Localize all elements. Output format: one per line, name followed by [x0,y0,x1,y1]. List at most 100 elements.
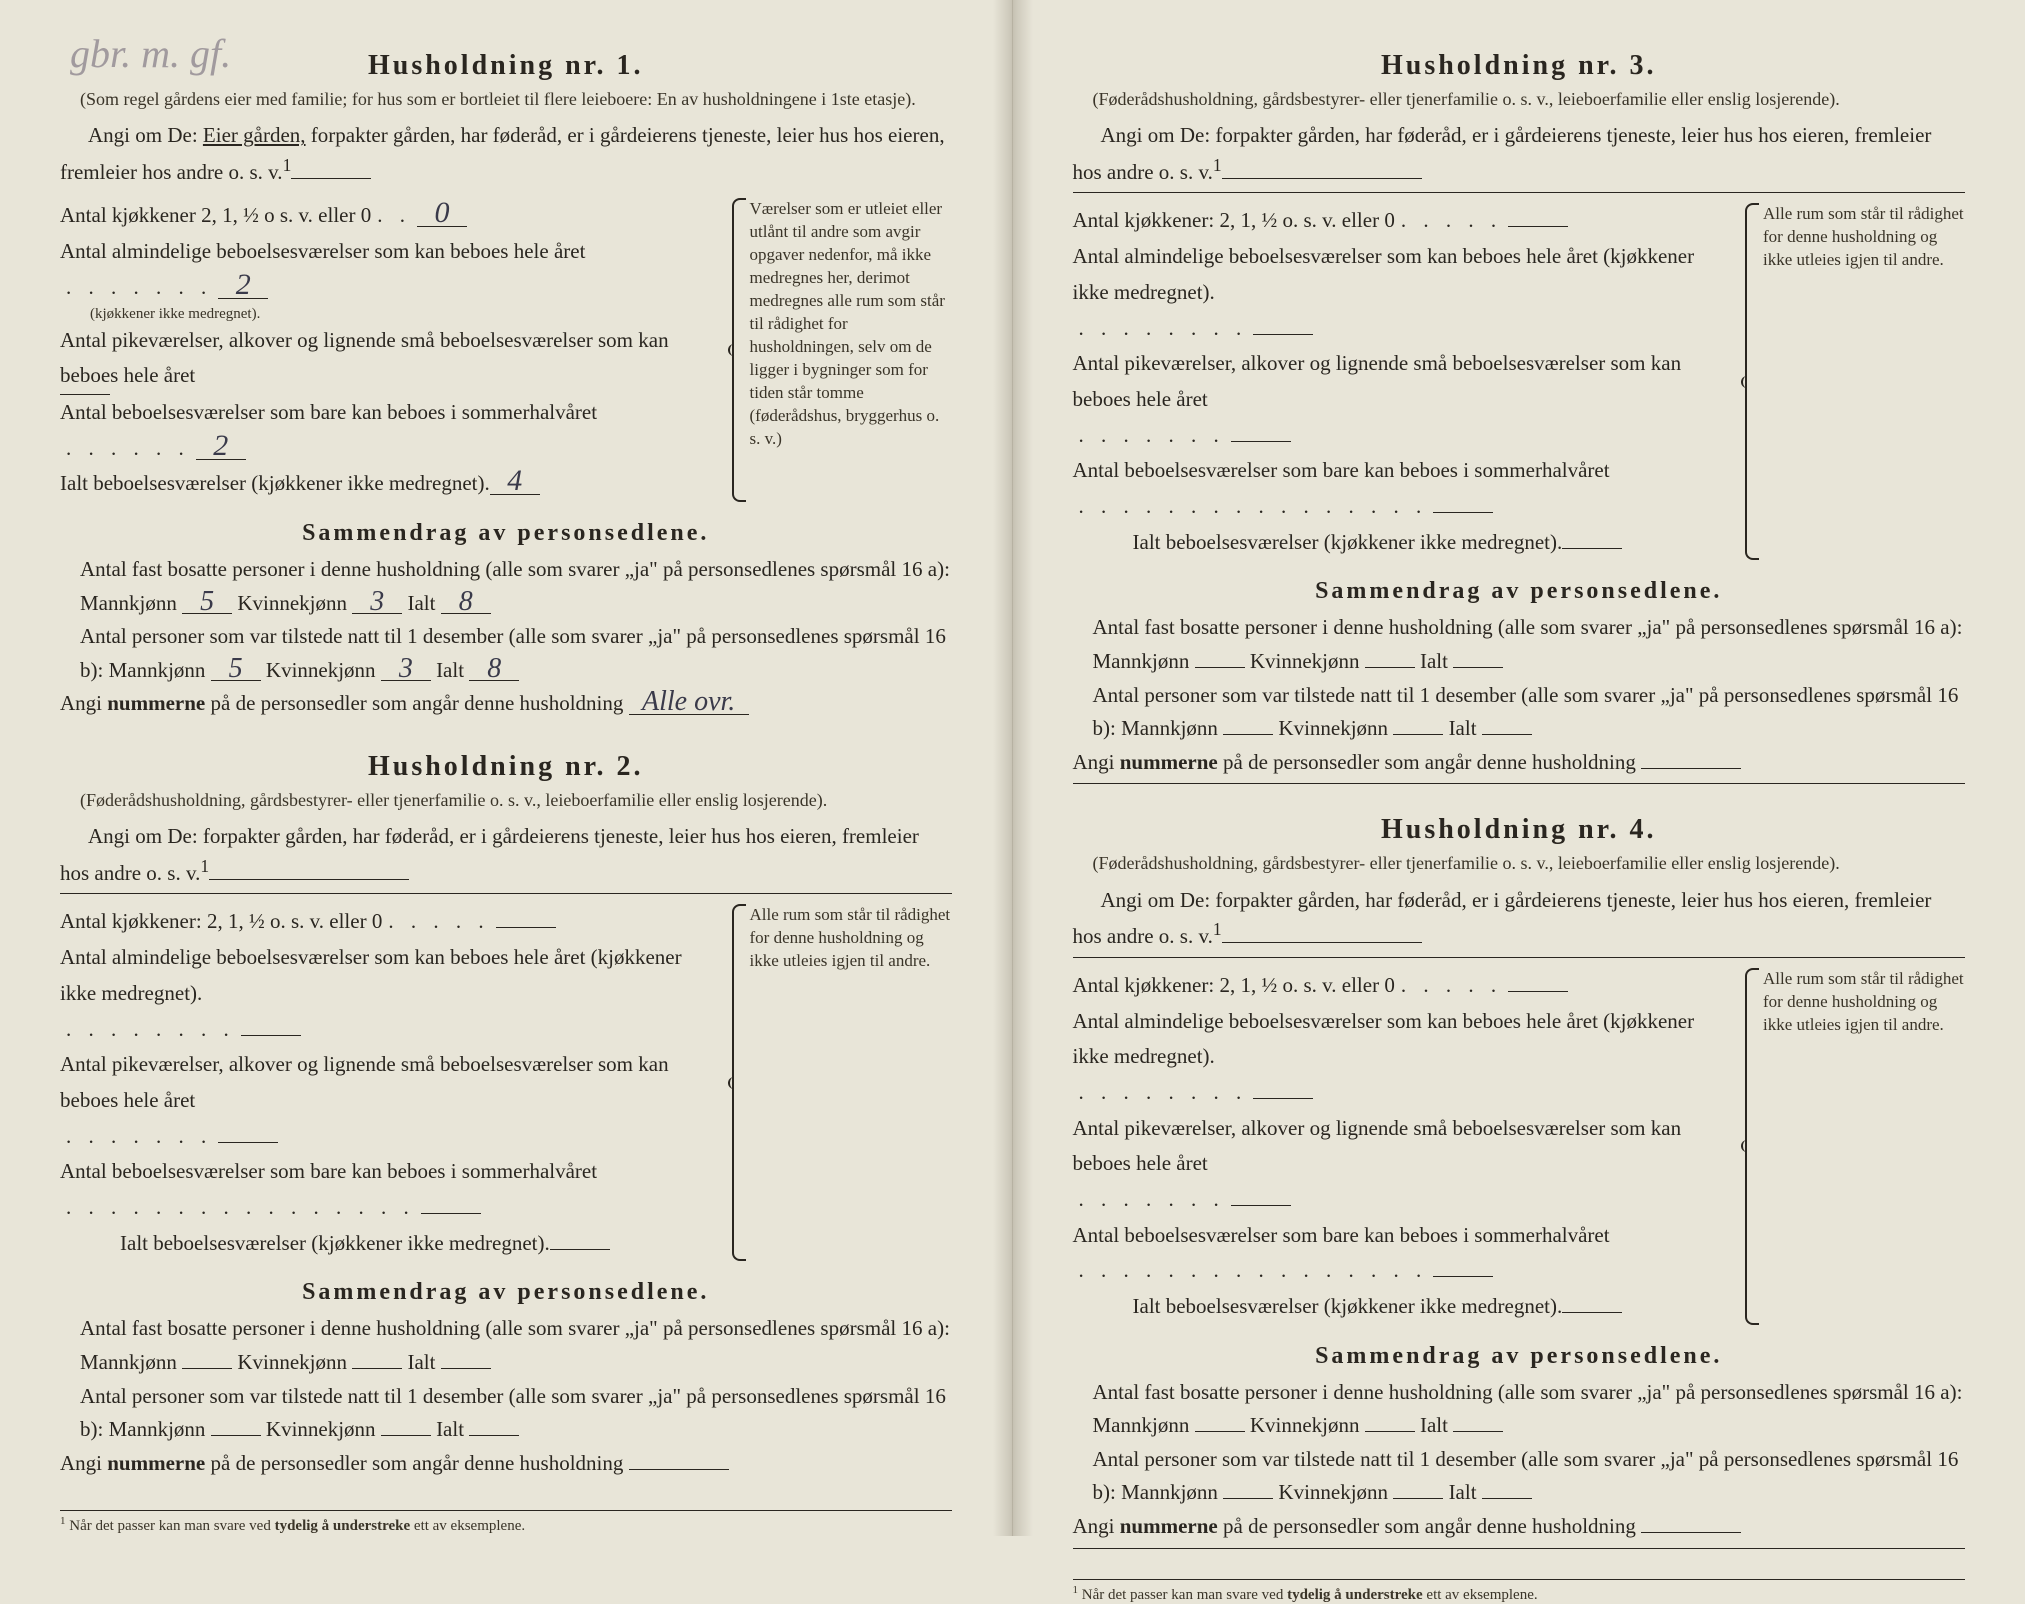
household-2-subtitle: (Føderådshusholdning, gårdsbestyrer- ell… [60,789,952,812]
b-female[interactable]: 3 [381,658,431,681]
blank[interactable] [1223,734,1273,735]
maid-line: Antal pikeværelser, alkover og lignende … [60,323,722,395]
total-line: Ialt beboelsesværelser (kjøkkener ikke m… [60,1226,722,1262]
dots: . . . . . [1395,203,1508,239]
ordinary-line: Antal almindelige beboelsesværelser som … [60,940,722,1047]
blank[interactable] [352,1368,402,1369]
blank[interactable] [241,1035,301,1036]
kitchens-value[interactable]: 0 [417,199,467,227]
blank[interactable] [550,1249,610,1250]
k-label: Kvinnekjønn [1278,1480,1388,1504]
blank[interactable] [1253,334,1313,335]
label: Antal kjøkkener: 2, 1, ½ o. s. v. eller … [1073,203,1395,239]
ordinary-label: Antal almindelige beboelsesværelser som … [60,234,585,270]
maid-line: Antal pikeværelser, alkover og lignende … [1073,346,1736,453]
dots: . . . . . . . . . . . . . . . . [1073,1253,1434,1289]
kitchens-line: Antal kjøkkener: 2, 1, ½ o. s. v. eller … [1073,203,1736,239]
blank[interactable] [1223,1498,1273,1499]
blank[interactable] [1365,667,1415,668]
rooms-left: Antal kjøkkener: 2, 1, ½ o. s. v. eller … [1073,203,1736,560]
summary-a-text: Antal fast bosatte personer i denne hush… [1093,615,1963,673]
separator [1073,192,1966,193]
blank[interactable] [496,927,556,928]
blank[interactable] [1433,1276,1493,1277]
blank[interactable] [1253,1098,1313,1099]
angi-line [291,178,371,179]
side-note-4: Alle rum som står til rådighet for denne… [1745,968,1965,1325]
a-total[interactable]: 8 [441,591,491,614]
k-label: Kvinnekjønn [1250,1413,1360,1437]
total-line: Ialt beboelsesværelser (kjøkkener ikke m… [1073,525,1736,561]
blank[interactable] [1641,768,1741,769]
dots: . . . . . . . [60,1119,218,1155]
blank[interactable] [441,1368,491,1369]
total-line: Ialt beboelsesværelser (kjøkkener ikke m… [1073,1289,1736,1325]
total-line: Ialt beboelsesværelser (kjøkkener ikke m… [60,466,722,502]
angi-num-1: Angi nummerne på de personsedler som ang… [60,687,952,721]
blank[interactable] [1508,991,1568,992]
blank[interactable] [1482,734,1532,735]
k-label: Kvinnekjønn [237,591,347,615]
angi-num-value[interactable]: Alle ovr. [629,691,749,714]
household-3-rooms: Antal kjøkkener: 2, 1, ½ o. s. v. eller … [1073,203,1966,560]
blank[interactable] [1453,1431,1503,1432]
b-total[interactable]: 8 [469,658,519,681]
blank[interactable] [211,1435,261,1436]
blank[interactable] [1393,734,1443,735]
blank[interactable] [1231,1205,1291,1206]
a-male[interactable]: 5 [182,591,232,614]
blank[interactable] [629,1469,729,1470]
household-3-title: Husholdning nr. 3. [1073,50,1966,82]
blank[interactable] [182,1368,232,1369]
blank[interactable] [218,1142,278,1143]
b-male[interactable]: 5 [211,658,261,681]
blank[interactable] [1562,548,1622,549]
label: Ialt beboelsesværelser (kjøkkener ikke m… [1133,1289,1563,1325]
summary-1a: Antal fast bosatte personer i denne hush… [60,553,952,620]
t-label: Ialt [1449,716,1477,740]
footnote-marker: 1 [1073,1584,1079,1596]
blank[interactable] [1231,441,1291,442]
blank[interactable] [469,1435,519,1436]
summer-line: Antal beboelsesværelser som bare kan beb… [1073,1218,1736,1289]
dots: . . . . . . . . [60,1012,241,1048]
angi-line [1222,178,1422,179]
household-2-rooms: Antal kjøkkener: 2, 1, ½ o. s. v. eller … [60,904,952,1261]
blank[interactable] [421,1213,481,1214]
label: Antal beboelsesværelser som bare kan beb… [1073,1218,1610,1254]
blank[interactable] [1562,1312,1622,1313]
side-note-3: Alle rum som står til rådighet for denne… [1745,203,1965,560]
k-label: Kvinnekjønn [1278,716,1388,740]
footnote-text: Når det passer kan man svare ved tydelig… [1082,1587,1538,1603]
blank[interactable] [381,1435,431,1436]
blank[interactable] [1195,667,1245,668]
rooms-left: Antal kjøkkener: 2, 1, ½ o. s. v. eller … [60,904,722,1261]
summary-title-3: Sammendrag av personsedlene. [1073,578,1966,605]
blank[interactable] [1508,226,1568,227]
blank[interactable] [1393,1498,1443,1499]
household-2: Husholdning nr. 2. (Føderådshusholdning,… [60,751,952,1480]
label: Antal almindelige beboelsesværelser som … [1073,1004,1736,1075]
dots: . . . . . . . . . . . . . . . . [1073,489,1434,525]
blank[interactable] [1195,1431,1245,1432]
label: Antal kjøkkener: 2, 1, ½ o. s. v. eller … [60,904,382,940]
separator [1073,1548,1966,1549]
footnote-text: Når det passer kan man svare ved tydelig… [69,1518,525,1534]
total-value[interactable]: 4 [490,467,540,495]
summer-value[interactable]: 2 [196,432,246,460]
k-label: Kvinnekjønn [1250,649,1360,673]
household-2-angi: Angi om De: forpakter gården, har føderå… [60,820,952,889]
blank[interactable] [1482,1498,1532,1499]
household-1-subtitle: (Som regel gårdens eier med familie; for… [60,88,952,111]
a-female[interactable]: 3 [352,591,402,614]
ordinary-value[interactable]: 2 [218,271,268,299]
k-label: Kvinnekjønn [237,1350,347,1374]
blank[interactable] [1641,1532,1741,1533]
household-1-rooms: Antal kjøkkener 2, 1, ½ o s. v. eller 0 … [60,198,952,502]
left-page: gbr. m. gf. Husholdning nr. 1. (Som rege… [0,0,1013,1536]
blank[interactable] [1433,512,1493,513]
dots: . . . . . . . . . . . . . . . . [60,1190,421,1226]
blank[interactable] [1365,1431,1415,1432]
summary-4b: Antal personer som var tilstede natt til… [1073,1443,1966,1510]
blank[interactable] [1453,667,1503,668]
